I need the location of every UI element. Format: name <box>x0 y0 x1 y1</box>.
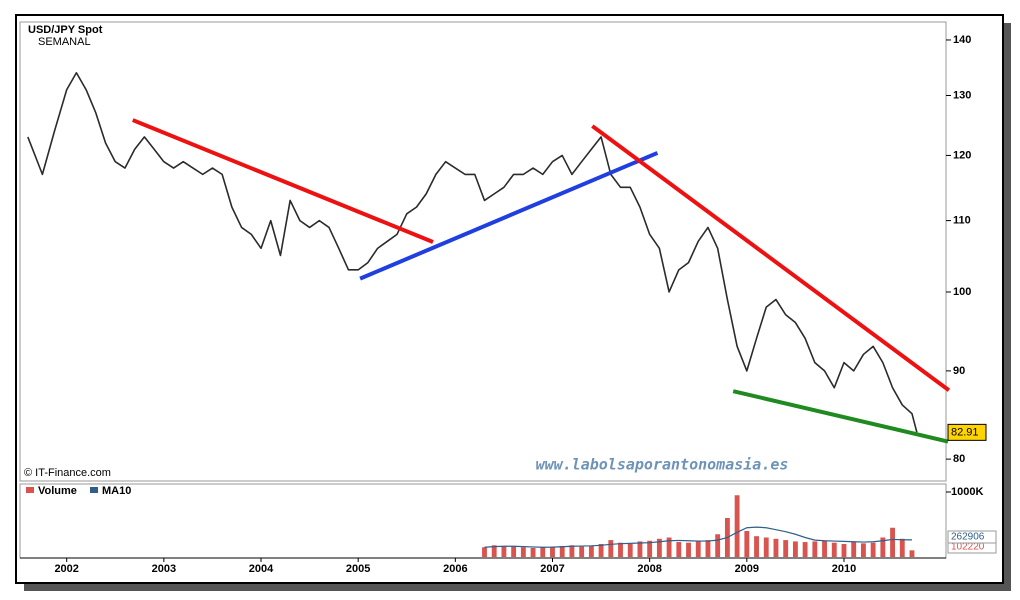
y-tick-label: 140 <box>953 34 971 46</box>
trend-line <box>732 389 949 444</box>
volume-bar <box>656 538 662 557</box>
volume-bar <box>860 543 866 557</box>
volume-bar <box>501 545 507 557</box>
ma-line <box>484 526 912 548</box>
volume-bar <box>647 540 653 557</box>
volume-bar <box>598 544 604 557</box>
x-tick-label: 2003 <box>152 563 176 575</box>
volume-panel <box>19 483 947 559</box>
y-tick-label: 90 <box>953 365 965 377</box>
legend-swatch <box>90 487 98 493</box>
volume-bar <box>870 542 876 557</box>
last-volume-box <box>947 530 997 544</box>
trend-line <box>591 124 951 392</box>
price-line <box>27 71 918 433</box>
last-volume-label: 262906 <box>951 532 985 543</box>
volume-bar <box>695 541 701 557</box>
volume-bar <box>569 545 575 557</box>
volume-bar <box>608 540 614 557</box>
volume-bar <box>686 542 691 557</box>
volume-bar <box>579 546 585 557</box>
y-tick-label: 110 <box>953 215 971 227</box>
volume-bar <box>540 547 546 557</box>
volume-bar <box>792 541 798 557</box>
chart-title: USD/JPY Spot <box>28 24 103 36</box>
source-credit: © IT-Finance.com <box>24 467 111 479</box>
x-tick-label: 2010 <box>832 563 856 575</box>
volume-bar <box>491 545 497 557</box>
y-tick-label: 80 <box>953 453 965 465</box>
volume-bar <box>676 542 682 557</box>
y-tick-label: 130 <box>953 89 971 101</box>
volume-bar <box>666 537 672 557</box>
volume-bar <box>841 544 847 557</box>
volume-bar <box>618 542 623 557</box>
volume-bar <box>559 545 565 557</box>
last-volume-label: 102220 <box>951 542 985 553</box>
trend-line <box>359 151 659 281</box>
volume-bar <box>831 542 837 557</box>
legend-swatch <box>26 487 34 493</box>
x-tick-label: 2009 <box>735 563 759 575</box>
volume-bar <box>812 541 818 557</box>
last-value-box <box>947 423 987 441</box>
y-tick-label: 1000K <box>951 486 983 498</box>
volume-bar <box>520 547 526 557</box>
price-panel <box>19 21 947 482</box>
volume-bar <box>734 495 740 557</box>
x-tick-label: 2008 <box>637 563 661 575</box>
legend-label: MA10 <box>102 485 131 497</box>
volume-bar <box>511 546 517 557</box>
volume-bar <box>482 547 487 557</box>
volume-bar <box>899 538 905 557</box>
chart-subtitle: SEMANAL <box>38 36 91 48</box>
volume-bar <box>890 527 895 557</box>
x-tick-label: 2002 <box>54 563 78 575</box>
volume-bar <box>909 550 915 557</box>
volume-bar <box>783 540 789 557</box>
legend-label: Volume <box>38 485 77 497</box>
y-tick-label: 100 <box>953 286 971 298</box>
volume-bar <box>763 537 769 557</box>
volume-bar <box>880 537 886 557</box>
volume-bar <box>637 541 643 557</box>
x-tick-label: 2006 <box>443 563 467 575</box>
volume-bar <box>627 544 633 557</box>
volume-bar <box>705 540 711 557</box>
volume-bar <box>754 536 759 557</box>
last-value-label: 82.91 <box>951 426 979 438</box>
volume-bar <box>773 538 779 557</box>
watermark: www.labolsaporantonomasia.es <box>536 456 789 474</box>
trend-line <box>132 118 434 244</box>
y-tick-label: 120 <box>953 149 971 161</box>
volume-bar <box>530 547 536 557</box>
volume-bar <box>744 531 750 557</box>
volume-bar <box>851 542 857 557</box>
volume-bar <box>550 546 555 557</box>
x-tick-label: 2004 <box>249 563 274 575</box>
volume-bar <box>588 545 594 557</box>
x-tick-label: 2005 <box>346 563 370 575</box>
x-tick-label: 2007 <box>540 563 564 575</box>
volume-bar <box>802 542 808 557</box>
volume-bar <box>715 534 721 557</box>
volume-bar <box>822 540 827 557</box>
